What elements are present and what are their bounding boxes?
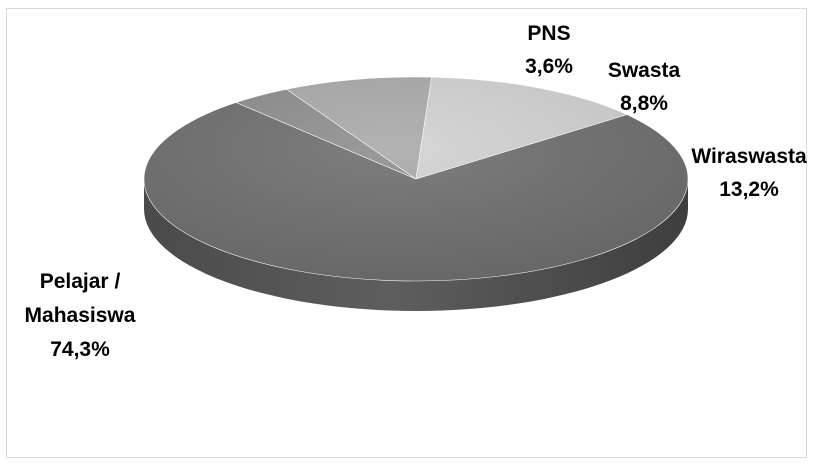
data-label-pelajar-line1: Pelajar / — [40, 270, 121, 293]
data-label-wiraswasta-name: Wiraswasta — [691, 145, 807, 168]
data-label-pns: PNS 3,6% — [525, 22, 573, 78]
data-label-swasta: Swasta 8,8% — [608, 59, 681, 115]
pie-slices — [143, 76, 689, 282]
data-label-pelajar: Pelajar / Mahasiswa 74,3% — [25, 270, 136, 361]
data-label-pns-value: 3,6% — [525, 55, 573, 78]
data-label-pns-name: PNS — [527, 22, 570, 45]
data-label-wiraswasta: Wiraswasta 13,2% — [691, 145, 807, 201]
data-label-pelajar-line2: Mahasiswa — [25, 304, 136, 327]
data-label-swasta-value: 8,8% — [620, 92, 668, 115]
data-label-swasta-name: Swasta — [608, 59, 681, 82]
data-label-pelajar-value: 74,3% — [50, 338, 110, 361]
data-label-wiraswasta-value: 13,2% — [719, 178, 779, 201]
